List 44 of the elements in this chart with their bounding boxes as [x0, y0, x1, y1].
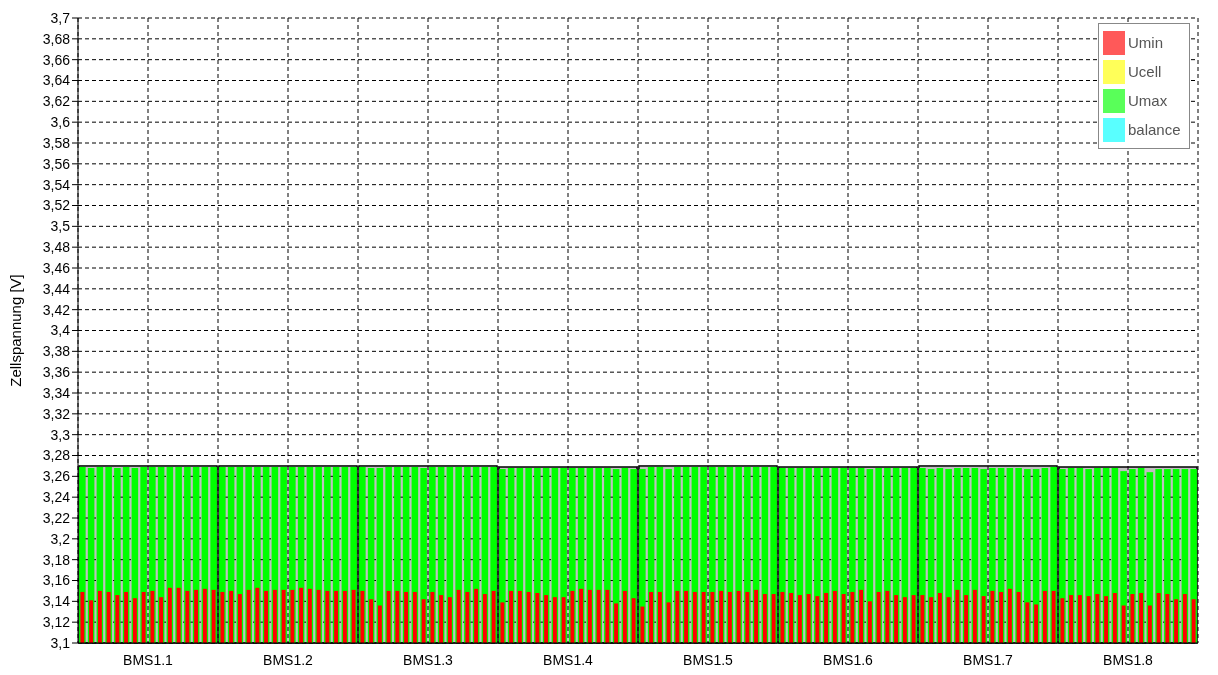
y-tick-label: 3,32 [42, 405, 71, 422]
x-tick-label: BMS1.7 [963, 652, 1014, 668]
y-axis-title: Zellspannung [V] [7, 274, 25, 387]
y-tick-label: 3,3 [50, 426, 71, 443]
y-tick-label: 3,22 [42, 509, 71, 526]
y-tick-label: 3,5 [50, 218, 71, 235]
x-tick-label: BMS1.6 [823, 652, 874, 668]
y-tick-label: 3,56 [42, 155, 71, 172]
y-tick-label: 3,38 [42, 343, 71, 360]
legend-label: Umin [1128, 34, 1164, 51]
x-tick-label: BMS1.8 [1103, 652, 1154, 668]
x-tick-label: BMS1.4 [543, 652, 594, 668]
y-tick-label: 3,48 [42, 239, 71, 256]
x-tick-label: BMS1.1 [123, 652, 174, 668]
y-tick-label: 3,66 [42, 51, 71, 68]
y-tick-label: 3,62 [42, 93, 71, 110]
y-tick-label: 3,42 [42, 301, 71, 318]
x-tick-label: BMS1.2 [263, 652, 314, 668]
y-tick-label: 3,46 [42, 259, 71, 276]
y-tick-label: 3,34 [42, 384, 71, 401]
y-tick-label: 3,54 [42, 176, 71, 193]
y-tick-label: 3,6 [50, 114, 71, 131]
y-tick-label: 3,24 [42, 489, 71, 506]
x-tick-label: BMS1.5 [683, 652, 734, 668]
legend-label: Umax [1128, 92, 1168, 109]
y-tick-label: 3,64 [42, 72, 71, 89]
y-tick-label: 3,16 [42, 572, 71, 589]
y-tick-label: 3,28 [42, 447, 71, 464]
y-tick-label: 3,2 [50, 530, 71, 547]
y-tick-label: 3,52 [42, 197, 71, 214]
y-tick-label: 3,58 [42, 134, 71, 151]
y-tick-label: 3,7 [50, 9, 71, 26]
legend-label: Ucell [1128, 63, 1162, 80]
legend-label: balance [1128, 121, 1181, 138]
y-tick-label: 3,18 [42, 551, 71, 568]
y-tick-label: 3,68 [42, 30, 71, 47]
y-tick-label: 3,26 [42, 468, 71, 485]
y-tick-label: 3,12 [42, 614, 71, 631]
x-tick-label: BMS1.3 [403, 652, 454, 668]
y-tick-label: 3,14 [42, 593, 71, 610]
y-tick-label: 3,1 [50, 634, 71, 651]
y-tick-label: 3,4 [50, 322, 71, 339]
y-tick-label: 3,44 [42, 280, 71, 297]
y-tick-label: 3,36 [42, 364, 71, 381]
